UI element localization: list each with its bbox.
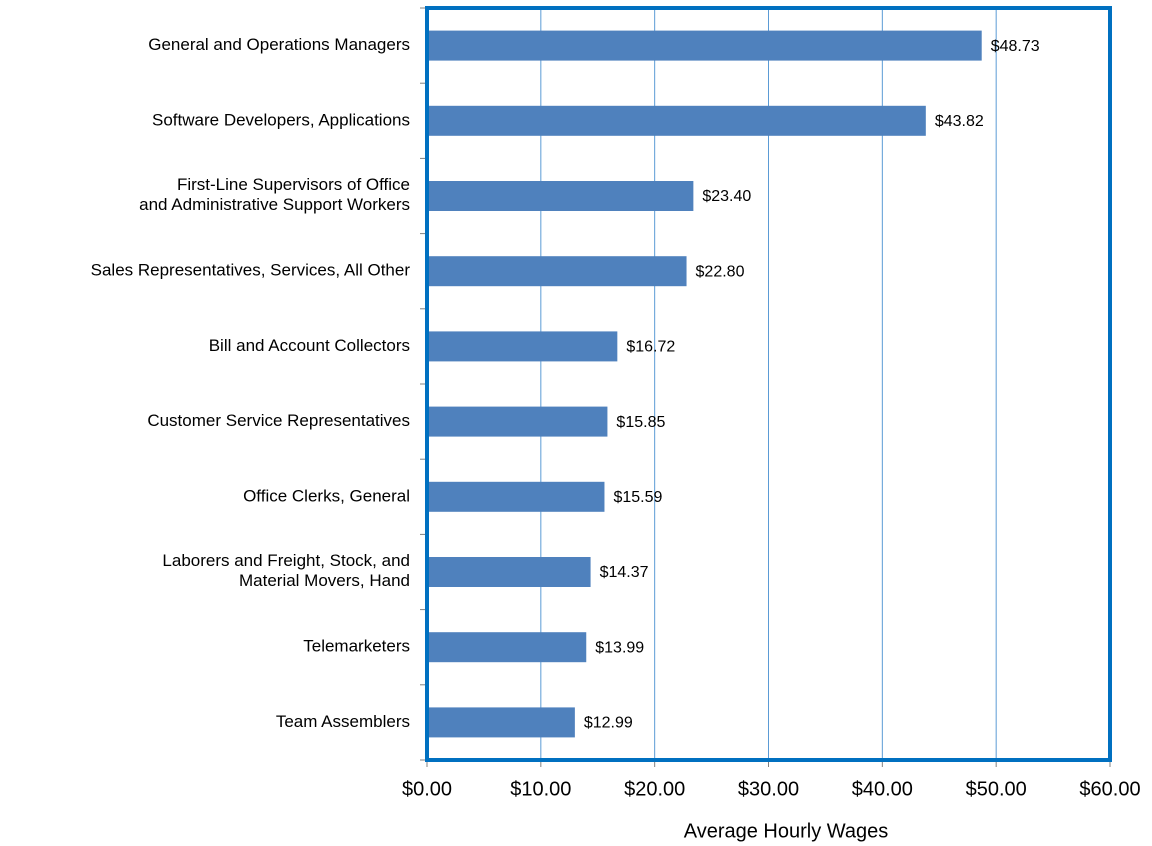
y-tick-label: Software Developers, Applications [152,110,410,129]
y-tick-label: Bill and Account Collectors [209,336,410,355]
bar [427,707,575,738]
bar [427,181,694,211]
value-label: $48.73 [991,38,1040,55]
bar [427,256,687,287]
x-axis-title: Average Hourly Wages [684,820,889,842]
value-label: $23.40 [702,188,751,205]
bar [427,331,618,362]
y-tick-label: General and Operations Managers [148,35,410,54]
value-label: $13.99 [595,639,644,656]
bar [427,30,982,61]
value-label: $12.99 [584,715,633,732]
x-tick-label: $0.00 [402,778,452,800]
y-tick-label: Sales Representatives, Services, All Oth… [91,261,411,280]
x-tick-label: $10.00 [510,778,571,800]
y-tick-label: First-Line Supervisors of Office and Admi… [139,175,410,214]
y-tick-label: Telemarketers [303,637,410,656]
x-tick-label: $50.00 [966,778,1027,800]
x-tick-label: $60.00 [1079,778,1140,800]
value-label: $22.80 [696,263,745,280]
bar [427,557,591,587]
value-label: $15.59 [613,489,662,506]
y-tick-label: Laborers and Freight, Stock, and Material… [162,551,410,590]
y-tick-label: Customer Service Representatives [147,411,410,430]
y-tick-label: Office Clerks, General [243,486,410,505]
x-tick-label: $30.00 [738,778,799,800]
value-label: $43.82 [935,113,984,130]
x-tick-label: $40.00 [852,778,913,800]
x-tick-label: $20.00 [624,778,685,800]
bar [427,105,926,136]
plot-frame [425,6,1112,762]
bar [427,406,608,437]
bar [427,632,587,663]
y-tick-label: Team Assemblers [276,712,410,731]
value-label: $16.72 [626,339,675,356]
bar [427,481,605,512]
value-label: $14.37 [600,564,649,581]
value-label: $15.85 [616,414,665,431]
